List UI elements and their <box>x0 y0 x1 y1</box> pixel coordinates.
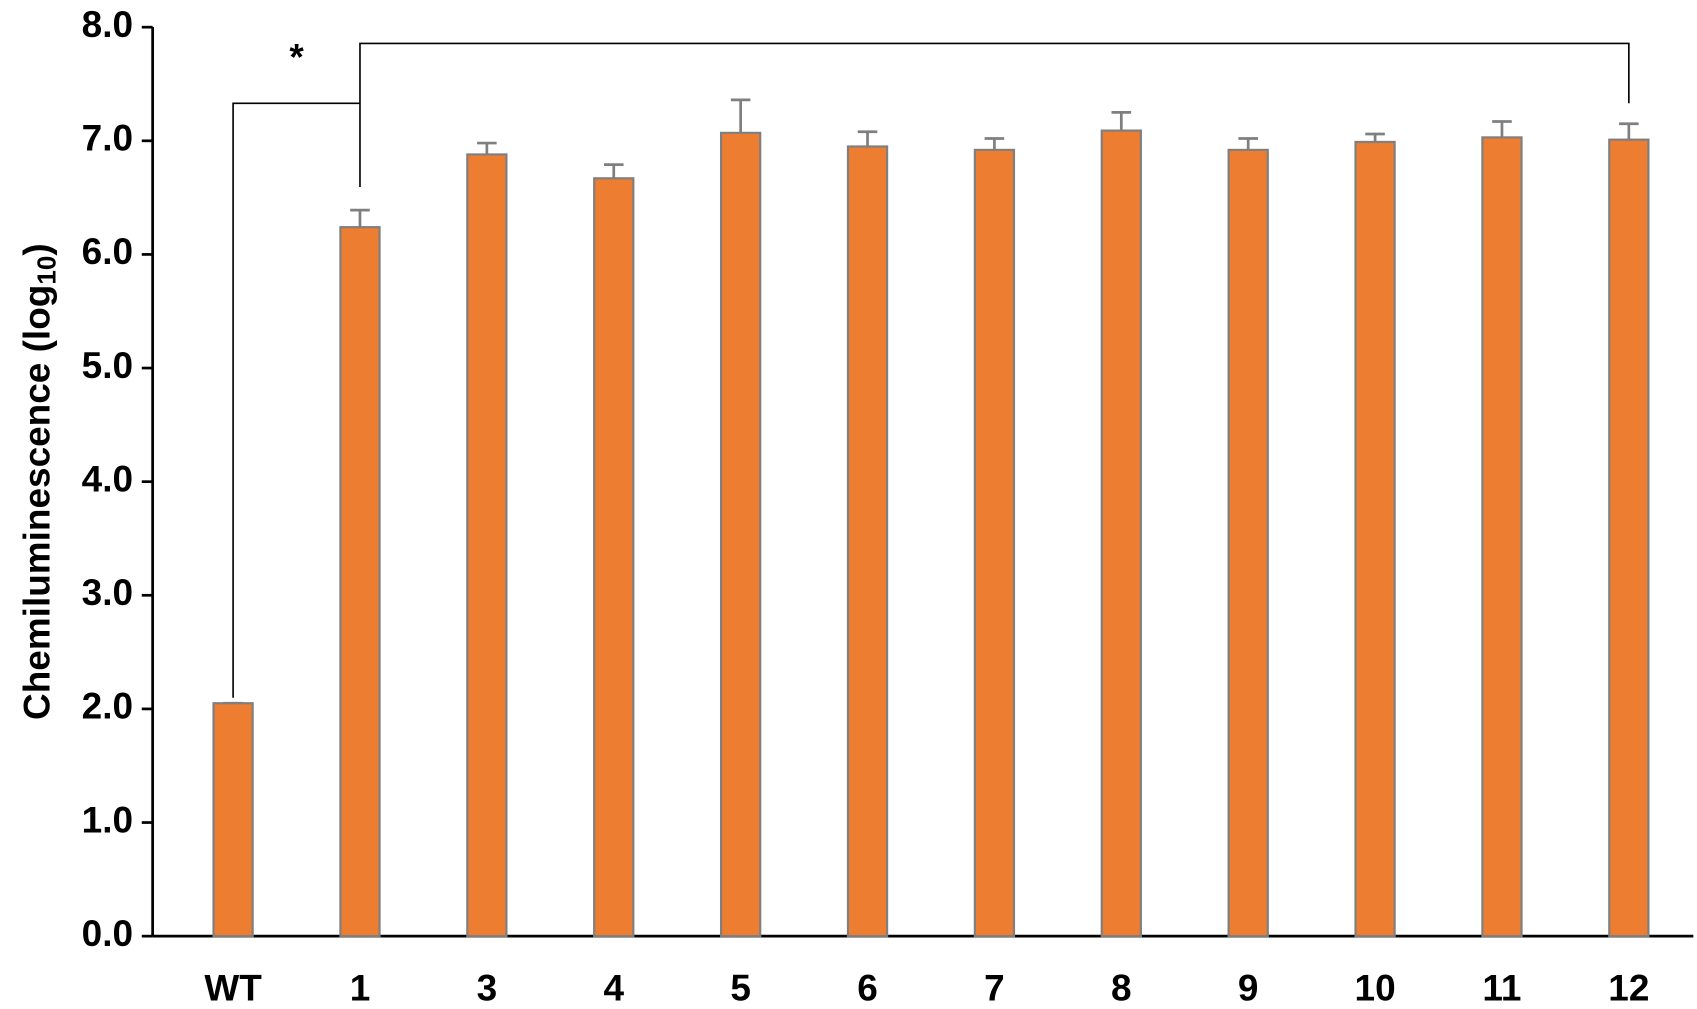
x-tick-label: 1 <box>350 967 371 1008</box>
bar <box>212 702 254 938</box>
bar <box>973 148 1016 938</box>
y-tick-label: 7.0 <box>82 118 133 159</box>
y-tick-label: 0.0 <box>82 913 133 954</box>
y-label-subscript: 10 <box>31 256 61 285</box>
x-tick-label: 5 <box>730 967 751 1008</box>
bar <box>1227 148 1269 938</box>
bar <box>466 153 508 938</box>
x-tick-label: 10 <box>1355 967 1396 1008</box>
bar <box>846 145 889 938</box>
y-label-text: Chemiluminescence (log <box>16 285 57 720</box>
y-tick-label: 1.0 <box>82 799 133 840</box>
bar <box>593 177 635 938</box>
x-tick-label: 12 <box>1608 967 1649 1008</box>
y-tick-label: 6.0 <box>82 231 133 272</box>
y-tick-label: 5.0 <box>82 345 133 386</box>
bar <box>1354 140 1396 938</box>
y-label-suffix: ) <box>16 243 57 255</box>
x-tick-label: 7 <box>984 967 1005 1008</box>
bar <box>1100 129 1142 938</box>
y-tick-label: 2.0 <box>82 686 133 727</box>
x-tick-label: 4 <box>603 967 624 1008</box>
y-axis-label: Chemiluminescence (log10) <box>16 243 61 720</box>
x-tick-label: WT <box>204 967 262 1008</box>
y-tick-label: 4.0 <box>82 458 133 499</box>
significance-bracket <box>232 42 1630 698</box>
x-tick-label: 6 <box>857 967 878 1008</box>
bar <box>719 131 762 938</box>
x-tick-label: 11 <box>1482 967 1521 1008</box>
x-tick-label: 9 <box>1238 967 1259 1008</box>
bar <box>1481 136 1523 938</box>
significance-mark: * <box>289 37 304 78</box>
y-tick-label: 8.0 <box>82 4 133 45</box>
bar <box>339 226 381 938</box>
x-tick-label: 3 <box>477 967 498 1008</box>
y-tick-label: 3.0 <box>82 572 133 613</box>
x-tick-label: 8 <box>1111 967 1132 1008</box>
bar <box>1608 138 1650 938</box>
